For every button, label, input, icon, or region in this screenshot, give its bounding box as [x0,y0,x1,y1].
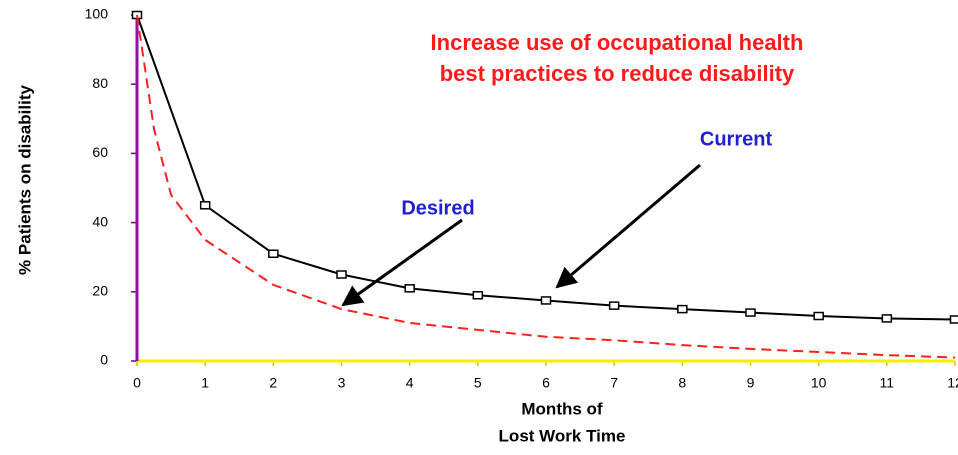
y-axis-label: % Patients on disability [15,85,34,275]
point-marker [337,271,346,278]
x-tick-label: 3 [338,375,346,391]
x-tick-label: 7 [610,375,618,391]
annotation-arrow [557,165,700,287]
point-marker [405,285,414,292]
x-tick-label: 4 [406,375,414,391]
chart-title: Increase use of occupational health [431,30,804,55]
point-marker [473,292,482,299]
x-axis-label: Months of [521,399,603,418]
point-marker [610,302,619,309]
y-tick-label: 40 [92,213,108,229]
chart-title: best practices to reduce disability [440,61,795,86]
x-tick-label: 6 [542,375,550,391]
x-tick-label: 12 [947,375,958,391]
x-tick-label: 8 [678,375,686,391]
x-tick-label: 0 [133,375,141,391]
point-marker [814,313,823,320]
point-marker [951,316,958,323]
x-tick-label: 2 [269,375,277,391]
x-tick-label: 1 [201,375,209,391]
point-marker [269,250,278,257]
x-tick-label: 5 [474,375,482,391]
x-tick-label: 10 [811,375,827,391]
y-tick-label: 80 [92,75,108,91]
y-tick-label: 20 [92,283,108,299]
annotation: Desired [401,197,474,219]
y-tick-label: 0 [100,352,108,368]
point-marker [678,306,687,313]
annotation: Current [700,128,773,150]
y-tick-label: 100 [85,6,109,22]
y-tick-label: 60 [92,144,108,160]
point-marker [201,202,210,209]
x-tick-label: 11 [880,375,895,391]
x-axis-label: Lost Work Time [499,426,626,445]
x-tick-label: 9 [747,375,755,391]
point-marker [746,309,755,316]
point-marker [882,315,891,322]
point-marker [542,297,551,304]
